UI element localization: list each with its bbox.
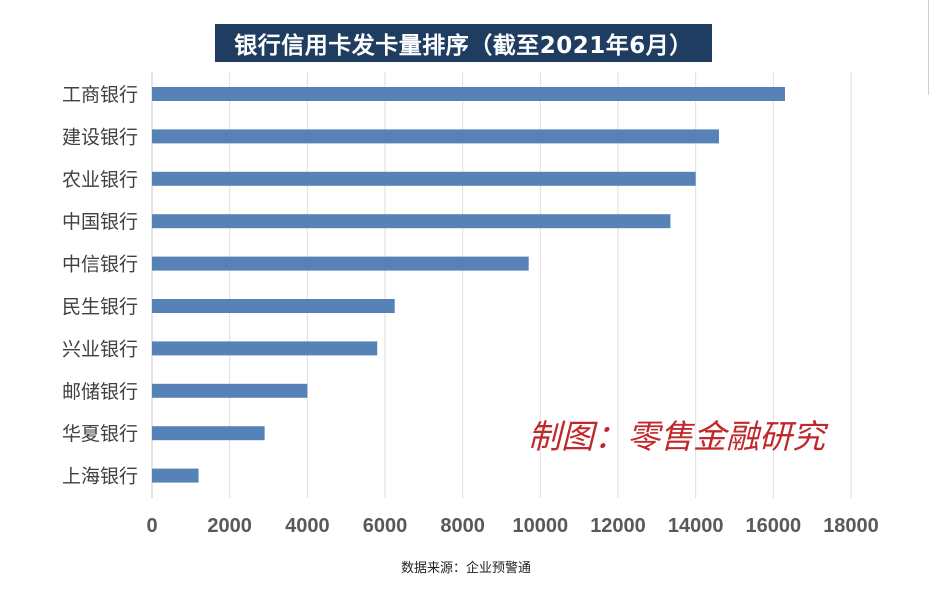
category-label: 华夏银行 [62, 423, 138, 445]
x-tick-label: 14000 [668, 515, 724, 537]
category-label: 上海银行 [62, 466, 138, 488]
category-label: 兴业银行 [62, 338, 138, 360]
chart-title: 银行信用卡发卡量排序（截至2021年6月） [234, 33, 693, 59]
x-tick-label: 8000 [440, 515, 485, 537]
x-tick-label: 16000 [746, 515, 802, 537]
bar [152, 468, 199, 483]
bars [152, 87, 785, 483]
category-label: 农业银行 [62, 169, 138, 191]
category-label: 邮储银行 [62, 381, 138, 403]
bar [152, 256, 529, 271]
category-label: 建设银行 [62, 126, 138, 148]
bar [152, 129, 719, 144]
category-label: 中信银行 [62, 254, 138, 276]
x-tick-label: 12000 [590, 515, 646, 537]
bar [152, 341, 378, 356]
x-tick-labels: 0 2000 4000 6000 8000 10000 12000 14000 16000 180… [146, 515, 878, 537]
x-tick-label: 18000 [823, 515, 879, 537]
bar [152, 426, 265, 441]
x-tick-label: 2000 [207, 515, 252, 537]
bar [152, 171, 696, 186]
x-tick-label: 10000 [513, 515, 569, 537]
chart-title-box: 银行信用卡发卡量排序（截至2021年6月） [215, 24, 712, 62]
watermark: 制图：零售金融研究 [528, 417, 825, 456]
category-label: 中国银行 [62, 211, 138, 233]
x-tick-label: 6000 [363, 515, 408, 537]
bar [152, 214, 671, 229]
bar [152, 87, 785, 101]
x-tick-label: 4000 [285, 515, 330, 537]
bar [152, 299, 395, 313]
category-label: 民生银行 [62, 296, 138, 318]
source-note: 数据来源：企业预警通 [400, 561, 531, 576]
bar [152, 383, 308, 398]
category-label: 工商银行 [62, 84, 138, 106]
x-tick-label: 0 [146, 515, 157, 537]
edge-divider [928, 0, 929, 95]
